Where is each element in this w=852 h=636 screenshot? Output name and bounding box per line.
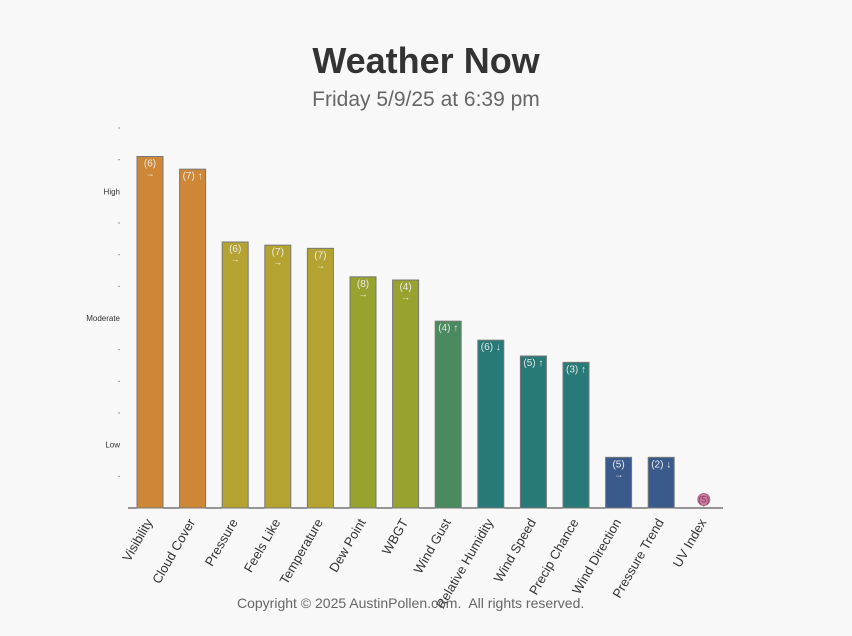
bar (392, 279, 420, 509)
x-tick-label: Feels Like (241, 516, 284, 575)
trend-arrow: → (614, 469, 623, 479)
bar (605, 456, 633, 509)
y-level-label: High (104, 187, 120, 196)
x-tick-label: Wind Speed (491, 516, 539, 585)
data-label: (5) (698, 495, 709, 505)
x-tick-label: Pressure (202, 516, 241, 569)
x-tick-label: WBGT (379, 516, 412, 557)
data-label: (7) (272, 247, 284, 258)
trend-arrow: → (401, 292, 410, 302)
trend-arrow: → (273, 257, 282, 267)
y-level-label: Moderate (86, 314, 120, 323)
bar (306, 247, 334, 509)
trend-arrow: → (146, 169, 155, 179)
data-label: (5) ↑ (523, 358, 543, 369)
x-tick-label: Temperature (277, 516, 326, 587)
bar (519, 355, 547, 509)
bar (136, 156, 164, 509)
data-label: (4) (399, 282, 411, 293)
trend-arrow: → (316, 260, 325, 270)
data-label: (8) (357, 279, 369, 290)
bar (562, 361, 590, 509)
bar (221, 241, 249, 509)
data-label: (4) ↑ (438, 323, 458, 334)
data-label: (6) (144, 159, 156, 170)
page-subtitle: Friday 5/9/25 at 6:39 pm (312, 88, 540, 111)
x-tick-label: Cloud Cover (149, 515, 198, 586)
bar (647, 456, 675, 509)
x-tick-label: Dew Point (326, 516, 369, 575)
bar (264, 244, 292, 509)
uv-marker (697, 493, 711, 506)
x-tick-label: Visibility (119, 516, 156, 564)
bar (179, 168, 207, 509)
y-level-label: Low (105, 441, 120, 450)
data-label: (6) ↓ (481, 342, 501, 353)
data-label: (5) (612, 459, 624, 470)
bar (477, 339, 505, 509)
data-label: (6) (229, 244, 241, 255)
data-label: (2) ↓ (651, 459, 671, 470)
trend-arrow: → (359, 289, 368, 299)
x-tick-label: UV Index (670, 516, 710, 570)
data-label: (7) (314, 250, 326, 261)
bar (434, 320, 462, 509)
data-label: (7) ↑ (183, 171, 203, 182)
page-title: Weather Now (312, 40, 540, 81)
copyright-footer: Copyright © 2025 AustinPollen.com. All r… (237, 595, 585, 611)
trend-arrow: → (231, 254, 240, 264)
data-label: (3) ↑ (566, 364, 586, 375)
x-tick-label: Wind Gust (410, 516, 454, 576)
bar (349, 276, 377, 509)
